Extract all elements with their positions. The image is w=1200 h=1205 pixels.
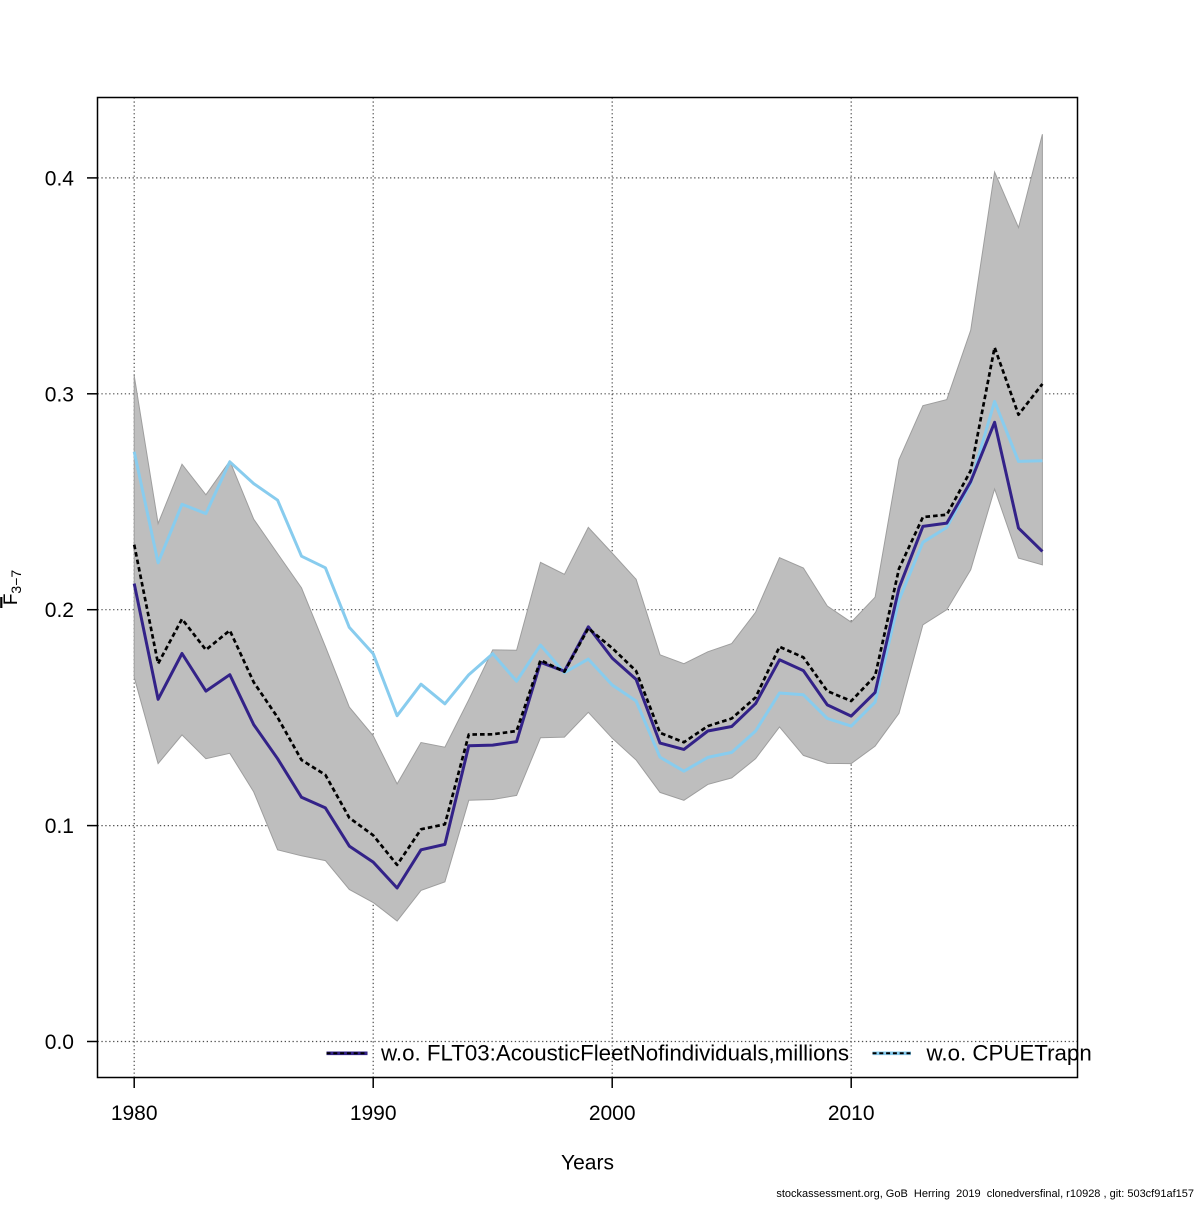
- svg-text:0.0: 0.0: [45, 1031, 74, 1054]
- svg-text:w.o. CPUETrapn: w.o. CPUETrapn: [926, 1041, 1092, 1066]
- svg-text:0.3: 0.3: [45, 383, 74, 406]
- svg-text:0.1: 0.1: [45, 815, 74, 838]
- svg-text:w.o. FLT03:AcousticFleetNofind: w.o. FLT03:AcousticFleetNofindividuals,m…: [380, 1041, 849, 1066]
- svg-text:2000: 2000: [589, 1102, 636, 1125]
- svg-text:0.4: 0.4: [45, 167, 75, 190]
- svg-text:0.2: 0.2: [45, 599, 74, 622]
- svg-text:2010: 2010: [828, 1102, 875, 1125]
- svg-text:1990: 1990: [350, 1102, 397, 1125]
- svg-text:1980: 1980: [111, 1102, 158, 1125]
- svg-text:Years: Years: [561, 1152, 614, 1175]
- svg-text:stockassessment.org, GoB Herr: stockassessment.org, GoB Herring 2019 cl…: [776, 1188, 1194, 1200]
